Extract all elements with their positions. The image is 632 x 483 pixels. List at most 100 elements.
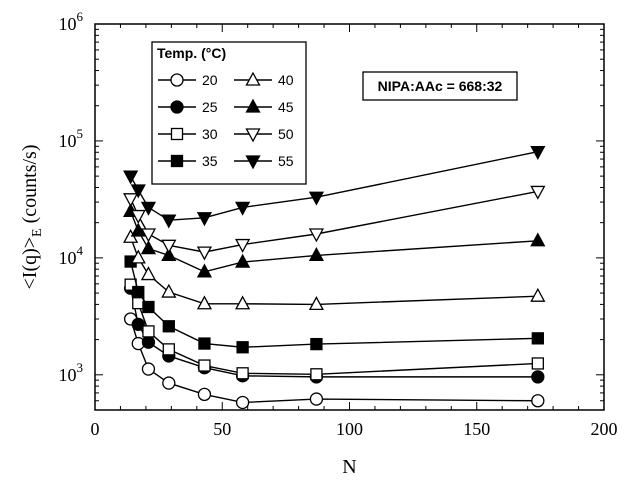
- data-point-35: [236, 341, 249, 354]
- data-point-50: [235, 238, 251, 253]
- data-point-55: [196, 212, 213, 227]
- y-tick-base: 10: [59, 14, 77, 34]
- data-point-35: [142, 300, 155, 314]
- data-point-25: [131, 317, 145, 332]
- legend-label: 35: [202, 153, 218, 169]
- data-point-55: [161, 214, 177, 229]
- data-point-20: [162, 376, 176, 390]
- data-point-45: [308, 247, 325, 262]
- data-point-40: [130, 249, 146, 264]
- data-point-50: [130, 209, 146, 224]
- data-point-35: [132, 285, 145, 299]
- legend: Temp. (°C) 20 25 30 35 40 45 50 55: [151, 41, 307, 185]
- y-tick-label: 103: [59, 360, 84, 385]
- legend-item-20: 20: [158, 72, 218, 88]
- data-point-45: [161, 247, 177, 262]
- series-line-20: [129, 318, 538, 404]
- y-axis-label-subscript: E: [30, 228, 45, 237]
- x-tick-label: 0: [91, 419, 100, 439]
- data-point-25: [141, 335, 156, 349]
- x-tick-label: 100: [336, 419, 363, 439]
- legend-item-35: 35: [158, 153, 218, 169]
- y-tick-exponent: 5: [77, 126, 84, 141]
- legend-item-50: 50: [234, 126, 294, 143]
- data-point-45: [130, 222, 146, 237]
- data-point-55: [530, 145, 546, 160]
- legend-marker: [245, 98, 261, 113]
- data-point-30: [310, 368, 323, 381]
- x-tick-label: 150: [463, 419, 490, 439]
- legend-items: 20 25 30 35 40 45 50 55: [158, 71, 294, 170]
- y-tick-base: 10: [59, 248, 77, 268]
- data-point-40: [308, 296, 325, 311]
- data-point-35: [162, 320, 175, 333]
- data-point-50: [123, 193, 139, 208]
- series-line-25: [129, 288, 538, 378]
- series-group: [123, 145, 546, 410]
- data-point-35: [198, 337, 211, 350]
- annotation-box: [362, 71, 518, 101]
- x-tick-label: 50: [213, 419, 231, 439]
- data-point-50: [530, 185, 546, 200]
- legend-label: 25: [202, 99, 218, 115]
- data-point-45: [140, 240, 157, 255]
- data-point-50: [161, 239, 177, 254]
- legend-title: Temp. (°C): [157, 45, 226, 61]
- series-25: [123, 281, 545, 384]
- series-40: [123, 228, 546, 311]
- data-point-20: [141, 362, 156, 376]
- y-tick-exponent: 3: [77, 360, 84, 375]
- data-point-20: [235, 395, 250, 410]
- legend-label: 30: [202, 126, 218, 142]
- legend-label: 50: [278, 126, 294, 142]
- series-line-45: [129, 211, 538, 273]
- annotation-text: NIPA:AAc = 668:32: [378, 78, 503, 94]
- series-50: [123, 185, 546, 261]
- legend-label: 40: [278, 72, 294, 88]
- x-tick-label: 200: [591, 419, 618, 439]
- data-point-55: [235, 201, 251, 216]
- data-point-30: [132, 296, 145, 310]
- legend-label: 55: [278, 153, 294, 169]
- legend-marker: [245, 128, 261, 143]
- legend-marker: [245, 155, 261, 170]
- legend-marker: [170, 127, 184, 141]
- data-point-50: [308, 228, 325, 243]
- series-35: [124, 255, 544, 354]
- data-point-25: [531, 370, 545, 384]
- x-axis-label: N: [342, 456, 356, 478]
- data-point-40: [196, 295, 213, 310]
- data-point-20: [197, 387, 212, 402]
- y-tick-exponent: 6: [77, 9, 84, 24]
- series-line-40: [129, 237, 538, 306]
- series-20: [123, 312, 545, 410]
- data-point-40: [161, 283, 177, 298]
- series-30: [124, 278, 544, 381]
- y-tick-base: 10: [59, 365, 77, 385]
- data-point-45: [235, 253, 251, 268]
- data-point-35: [310, 337, 323, 351]
- legend-item-30: 30: [158, 126, 218, 142]
- plot-frame: [94, 23, 605, 411]
- y-axis-label-unit: (counts/s): [19, 145, 41, 229]
- series-line-50: [129, 190, 538, 253]
- data-point-40: [530, 287, 546, 302]
- legend-marker: [170, 154, 184, 168]
- data-point-30: [142, 325, 155, 338]
- data-point-20: [531, 394, 545, 408]
- data-point-20: [309, 392, 324, 406]
- legend-item-25: 25: [158, 99, 218, 115]
- series-45: [123, 202, 546, 278]
- data-point-55: [123, 170, 139, 185]
- data-point-30: [198, 359, 211, 372]
- series-55: [123, 145, 546, 229]
- data-point-55: [130, 184, 146, 199]
- data-point-30: [162, 343, 175, 356]
- y-tick-label: 104: [59, 243, 84, 268]
- data-point-50: [196, 246, 213, 261]
- y-tick-label: 105: [59, 126, 84, 151]
- legend-item-55: 55: [234, 153, 294, 170]
- data-point-55: [308, 191, 325, 206]
- y-axis-label: <I(q)>E (counts/s): [19, 145, 45, 290]
